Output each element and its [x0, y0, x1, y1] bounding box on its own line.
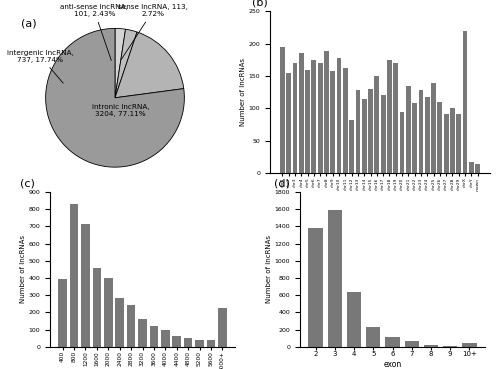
X-axis label: exon: exon — [384, 360, 402, 369]
Y-axis label: Number of lncRNAs: Number of lncRNAs — [20, 235, 26, 303]
Bar — [387, 60, 392, 173]
Bar — [138, 319, 147, 347]
Bar — [381, 96, 386, 173]
Wedge shape — [115, 32, 184, 98]
Text: (a): (a) — [22, 18, 37, 28]
Bar — [104, 278, 112, 347]
Bar — [280, 47, 284, 173]
Bar — [469, 162, 474, 173]
Bar — [308, 228, 323, 347]
Bar — [462, 343, 476, 347]
Bar — [431, 83, 436, 173]
Bar — [305, 69, 310, 173]
Text: intronic lncRNA,
3204, 77.11%: intronic lncRNA, 3204, 77.11% — [92, 104, 150, 117]
Bar — [70, 204, 78, 347]
Bar — [58, 279, 67, 347]
Wedge shape — [115, 29, 137, 98]
Bar — [386, 337, 400, 347]
Bar — [286, 73, 291, 173]
Bar — [81, 224, 90, 347]
Y-axis label: Number of lncRNAs: Number of lncRNAs — [240, 58, 246, 126]
Bar — [150, 326, 158, 347]
Bar — [406, 86, 410, 173]
Bar — [418, 90, 424, 173]
Bar — [462, 31, 468, 173]
Bar — [443, 346, 458, 347]
Bar — [299, 53, 304, 173]
Bar — [127, 305, 136, 347]
Bar — [368, 89, 373, 173]
Bar — [195, 340, 204, 347]
Bar — [116, 298, 124, 347]
Wedge shape — [46, 28, 184, 167]
Bar — [312, 60, 316, 173]
Bar — [350, 120, 354, 173]
Y-axis label: Number of lncRNAs: Number of lncRNAs — [266, 235, 272, 303]
Text: (b): (b) — [252, 0, 268, 8]
Bar — [362, 99, 366, 173]
Bar — [400, 112, 404, 173]
Bar — [424, 345, 438, 347]
Bar — [374, 76, 379, 173]
Wedge shape — [115, 28, 126, 98]
Bar — [161, 330, 170, 347]
Bar — [404, 341, 419, 347]
Bar — [172, 336, 181, 347]
X-axis label: chromosome: chromosome — [356, 207, 405, 216]
Bar — [456, 114, 461, 173]
Bar — [425, 97, 430, 173]
Bar — [92, 268, 101, 347]
Text: anti-sense lncRNA,
101, 2.43%: anti-sense lncRNA, 101, 2.43% — [60, 4, 128, 61]
Bar — [444, 114, 448, 173]
Bar — [328, 210, 342, 347]
Text: sense lncRNA, 113,
2.72%: sense lncRNA, 113, 2.72% — [118, 4, 188, 59]
Bar — [336, 58, 342, 173]
Bar — [476, 164, 480, 173]
Text: (c): (c) — [20, 179, 36, 189]
Bar — [292, 63, 298, 173]
Text: intergenic lncRNA,
737, 17.74%: intergenic lncRNA, 737, 17.74% — [6, 50, 73, 83]
Bar — [438, 102, 442, 173]
Bar — [412, 103, 417, 173]
Bar — [356, 90, 360, 173]
Bar — [330, 71, 335, 173]
Bar — [218, 308, 226, 347]
Bar — [366, 327, 380, 347]
Bar — [343, 68, 347, 173]
Bar — [206, 339, 215, 347]
Bar — [184, 338, 192, 347]
Bar — [347, 292, 362, 347]
Bar — [318, 63, 322, 173]
Text: (d): (d) — [274, 179, 290, 189]
Bar — [450, 108, 455, 173]
Bar — [394, 63, 398, 173]
Bar — [324, 51, 329, 173]
